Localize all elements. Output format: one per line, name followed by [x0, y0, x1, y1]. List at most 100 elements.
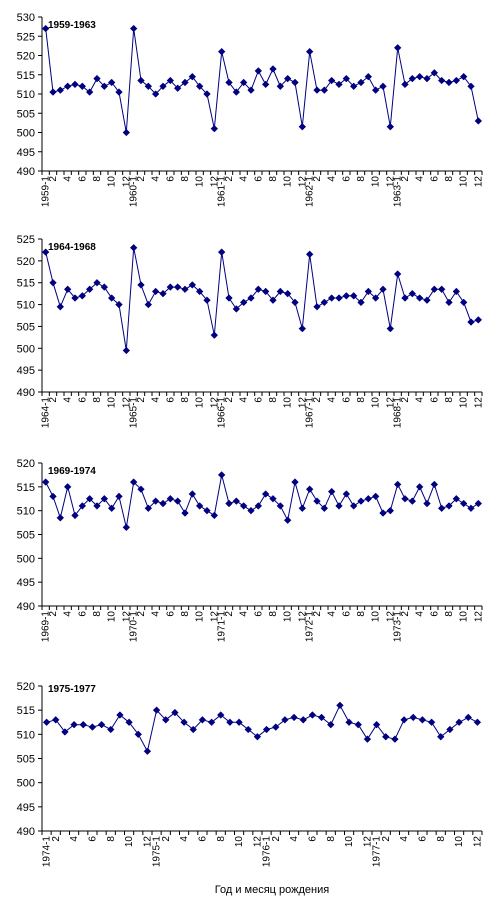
- x-tick-label-month: 10: [459, 176, 470, 188]
- y-tick-label: 490: [17, 387, 35, 399]
- x-tick-label-month: 6: [253, 397, 264, 403]
- data-point: [408, 74, 417, 83]
- data-point: [173, 84, 182, 92]
- data-point: [195, 287, 204, 296]
- data-point: [144, 82, 153, 91]
- data-point: [247, 86, 255, 94]
- y-tick-label: 515: [17, 482, 35, 494]
- x-tick-label-year: 1961-1: [217, 176, 228, 208]
- data-point: [129, 243, 138, 252]
- data-point: [239, 78, 248, 87]
- x-tick-label-month: 12: [385, 176, 396, 188]
- data-point: [335, 502, 343, 510]
- data-point: [401, 294, 409, 302]
- y-tick-label: 500: [17, 553, 35, 565]
- data-point: [166, 283, 175, 291]
- x-tick-label-month: 12: [121, 611, 132, 623]
- data-point: [408, 497, 417, 505]
- data-point: [217, 47, 226, 56]
- data-point: [247, 506, 255, 515]
- data-point: [173, 497, 182, 505]
- x-tick-label-year: 1968-1: [393, 397, 404, 429]
- x-tick-label-month: 6: [87, 836, 98, 842]
- x-tick-label-year: 1973-1: [393, 611, 404, 643]
- data-point: [42, 718, 51, 727]
- x-tick-label-month: 10: [124, 836, 135, 848]
- data-point: [271, 723, 280, 731]
- data-point: [56, 514, 65, 522]
- data-point: [129, 24, 138, 33]
- data-point: [166, 76, 175, 85]
- x-tick-label-month: 2: [136, 611, 147, 617]
- x-tick-label-month: 2: [161, 836, 172, 842]
- data-point: [327, 76, 336, 85]
- x-tick-label-month: 10: [234, 836, 245, 848]
- data-point: [137, 281, 145, 289]
- data-point: [345, 718, 353, 727]
- data-point: [371, 294, 380, 302]
- data-point: [474, 117, 483, 125]
- data-point: [393, 270, 402, 278]
- data-point: [216, 711, 225, 719]
- x-tick-label-month: 8: [268, 611, 279, 617]
- data-point: [437, 76, 446, 85]
- x-tick-label-month: 8: [92, 176, 103, 182]
- x-tick-label-year: 1976-1: [262, 836, 273, 868]
- data-point: [364, 287, 373, 296]
- x-tick-label-month: 2: [400, 397, 411, 403]
- data-point: [467, 82, 475, 91]
- x-tick-label-month: 8: [356, 611, 367, 617]
- data-point: [291, 298, 299, 307]
- x-tick-label-month: 6: [253, 176, 264, 182]
- y-tick-label: 500: [17, 778, 35, 790]
- x-tick-label-month: 8: [436, 836, 447, 842]
- y-tick-label: 515: [17, 705, 35, 717]
- data-point: [203, 296, 211, 304]
- x-tick-label-month: 12: [473, 397, 484, 409]
- x-tick-label-month: 4: [69, 836, 80, 842]
- x-tick-label-month: 8: [216, 836, 227, 842]
- x-tick-label-year: 1964-1: [41, 397, 52, 429]
- data-point: [63, 82, 72, 91]
- data-point: [261, 80, 270, 89]
- data-point: [173, 283, 182, 291]
- data-point: [415, 483, 424, 491]
- data-point: [305, 485, 314, 493]
- data-point: [125, 718, 133, 727]
- x-tick-label-month: 12: [297, 397, 308, 409]
- x-tick-label-month: 8: [180, 397, 191, 403]
- data-point: [327, 294, 336, 302]
- y-tick-label: 520: [17, 681, 35, 693]
- data-point: [349, 502, 358, 510]
- y-tick-label: 520: [17, 256, 35, 268]
- data-point: [372, 720, 381, 729]
- data-point: [283, 289, 292, 298]
- data-point: [78, 292, 87, 300]
- data-point: [452, 494, 461, 503]
- y-tick-label: 510: [17, 729, 35, 741]
- data-point: [49, 88, 57, 96]
- data-point: [41, 478, 50, 486]
- x-tick-label-month: 8: [92, 397, 103, 403]
- y-tick-label: 505: [17, 108, 35, 120]
- x-tick-label-month: 10: [283, 611, 294, 623]
- data-point: [290, 713, 298, 722]
- data-point: [269, 65, 277, 73]
- data-point: [41, 24, 50, 33]
- y-tick-label: 515: [17, 278, 35, 290]
- x-tick-label-month: 12: [121, 397, 132, 409]
- x-tick-label-month: 12: [209, 611, 220, 623]
- data-point: [143, 747, 152, 756]
- data-point: [320, 504, 329, 513]
- data-point: [283, 516, 292, 524]
- x-tick-label-month: 4: [151, 176, 162, 182]
- y-tick-label: 505: [17, 530, 35, 542]
- x-tick-label-month: 10: [283, 397, 294, 409]
- chart-panel-0: 1959-1963 490 495 500 505 510 515 520 525 530 1959…: [17, 12, 485, 207]
- data-point: [106, 725, 115, 734]
- data-point: [445, 502, 453, 510]
- data-point: [115, 300, 123, 309]
- data-point: [379, 285, 387, 294]
- y-tick-label: 500: [17, 128, 35, 140]
- data-point: [342, 74, 351, 83]
